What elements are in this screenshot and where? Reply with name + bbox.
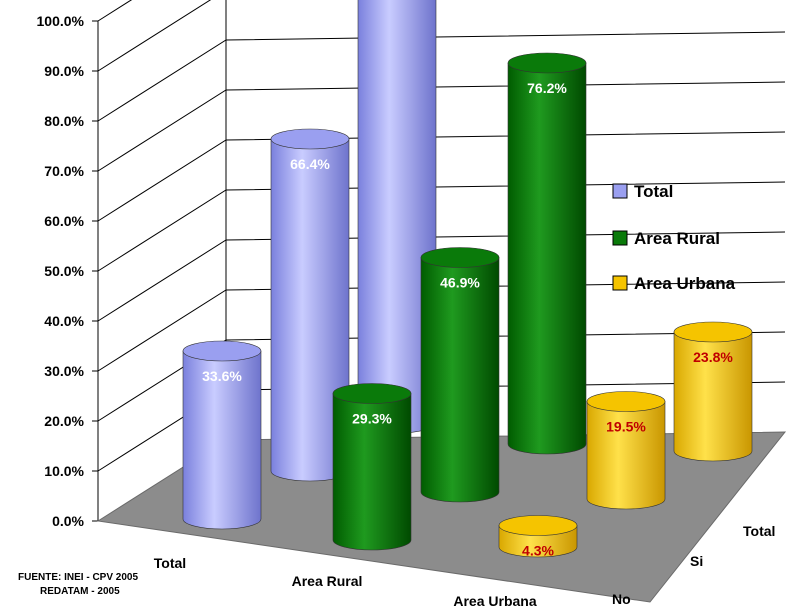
gridline — [97, 81, 786, 172]
depth-category-label: No — [612, 591, 631, 607]
y-tick-label: 100.0% — [37, 13, 85, 29]
cylinder-body — [507, 62, 587, 455]
x-category-label: Total — [154, 555, 186, 571]
cylinder-top — [498, 515, 578, 536]
legend-swatch — [612, 230, 628, 246]
cylinder-top — [586, 391, 666, 412]
cylinder-body — [420, 257, 500, 503]
cylinder-bar: 76.2% — [507, 52, 587, 455]
depth-category-label: Si — [690, 553, 703, 569]
cylinder-body — [673, 331, 753, 462]
gridline — [97, 0, 133, 22]
x-category-label: Area Rural — [292, 573, 363, 589]
cylinder-body — [182, 350, 262, 530]
y-tick-label: 40.0% — [44, 313, 84, 329]
cylinder-top — [420, 247, 500, 268]
data-label: 76.2% — [527, 80, 567, 96]
cylinder-bar: 19.5% — [586, 391, 666, 510]
data-label: 23.8% — [693, 349, 733, 365]
y-tick-label: 50.0% — [44, 263, 84, 279]
legend-swatch — [612, 183, 628, 199]
cylinder-bar: 4.3% — [498, 515, 578, 559]
y-tick-label: 0.0% — [52, 513, 84, 529]
source-line-2: REDATAM - 2005 — [40, 586, 120, 597]
legend-swatch — [612, 275, 628, 291]
y-tick-label: 60.0% — [44, 213, 84, 229]
y-tick-label: 80.0% — [44, 113, 84, 129]
gridline — [97, 0, 212, 72]
cylinder-body — [332, 393, 412, 551]
source-line-1: FUENTE: INEI - CPV 2005 — [18, 572, 139, 583]
cylinder-body — [586, 401, 666, 510]
cylinder-bar: 46.9% — [420, 247, 500, 503]
cylinder-bar: 33.6% — [182, 340, 262, 530]
gridline — [97, 131, 786, 222]
y-tick-label: 10.0% — [44, 463, 84, 479]
cylinder-top — [673, 321, 753, 343]
legend-label: Area Rural — [634, 229, 720, 248]
y-tick-label: 20.0% — [44, 413, 84, 429]
y-tick-label: 70.0% — [44, 163, 84, 179]
cylinder-bar: 29.3% — [332, 383, 412, 551]
cylinder-top — [182, 340, 262, 362]
y-tick-label: 90.0% — [44, 63, 84, 79]
cylinder-top — [507, 52, 587, 74]
cylinder-bar: 23.8% — [673, 321, 753, 462]
legend-label: Area Urbana — [634, 274, 736, 293]
cylinder-top — [332, 383, 412, 404]
cylinder-bar: 66.4% — [270, 128, 350, 482]
y-tick-label: 30.0% — [44, 363, 84, 379]
data-label: 4.3% — [522, 543, 554, 559]
cylinder-top — [270, 128, 350, 150]
data-label: 66.4% — [290, 156, 330, 172]
data-label: 33.6% — [202, 368, 242, 384]
data-label: 46.9% — [440, 275, 480, 291]
depth-category-label: Total — [743, 523, 775, 539]
legend-label: Total — [634, 182, 673, 201]
gridline — [97, 31, 786, 122]
data-label: 29.3% — [352, 411, 392, 427]
x-category-label: Area Urbana — [453, 593, 536, 608]
data-label: 19.5% — [606, 419, 646, 435]
